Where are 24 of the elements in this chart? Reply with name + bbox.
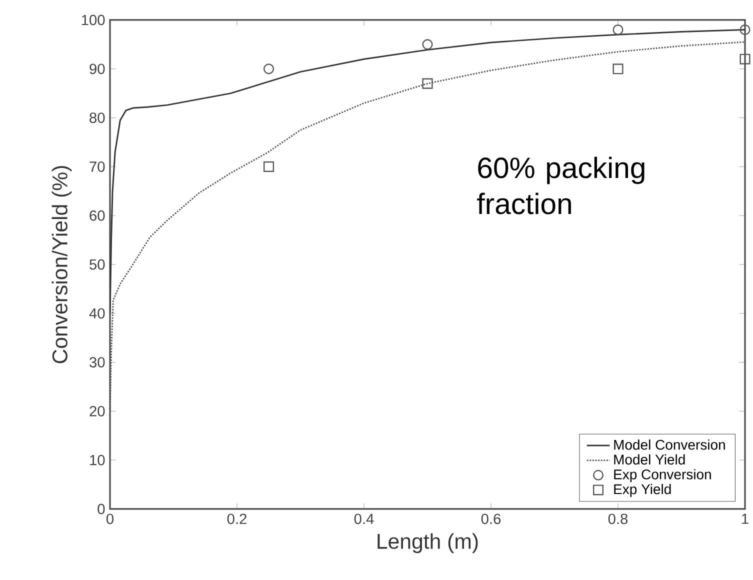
y-tick-label: 40 — [89, 308, 105, 319]
x-tick-label: 1 — [742, 514, 748, 524]
y-tick-label: 20 — [90, 406, 105, 416]
x-tick-label: 0 — [106, 514, 114, 524]
y-tick-label: 90 — [90, 64, 105, 74]
annotation: 60% packing fraction — [477, 156, 644, 214]
y-tick-label: 70 — [90, 162, 105, 172]
y-tick-label: 10 — [90, 454, 105, 466]
y-tick-label: 100 — [82, 14, 105, 26]
x-axis-title: Length (m) — [378, 533, 478, 554]
legend-label: Model Conversion — [614, 439, 725, 450]
y-tick-label: 50 — [90, 259, 105, 270]
y-axis-title: Conversion/Yield (%) — [52, 166, 72, 364]
legend-label: Exp Conversion — [614, 469, 711, 482]
x-tick-label: 0.8 — [608, 514, 628, 524]
legend-label: Exp Yield — [614, 484, 671, 497]
legend-label: Model Yield — [614, 454, 685, 465]
y-tick-label: 80 — [90, 112, 105, 123]
y-tick-label: 60 — [90, 210, 105, 221]
x-tick-label: 0.2 — [227, 514, 246, 524]
y-tick-label: 30 — [90, 357, 105, 368]
y-tick-label: 0 — [98, 504, 105, 514]
x-tick-label: 0.4 — [354, 514, 374, 524]
x-tick-label: 0.6 — [481, 514, 501, 524]
